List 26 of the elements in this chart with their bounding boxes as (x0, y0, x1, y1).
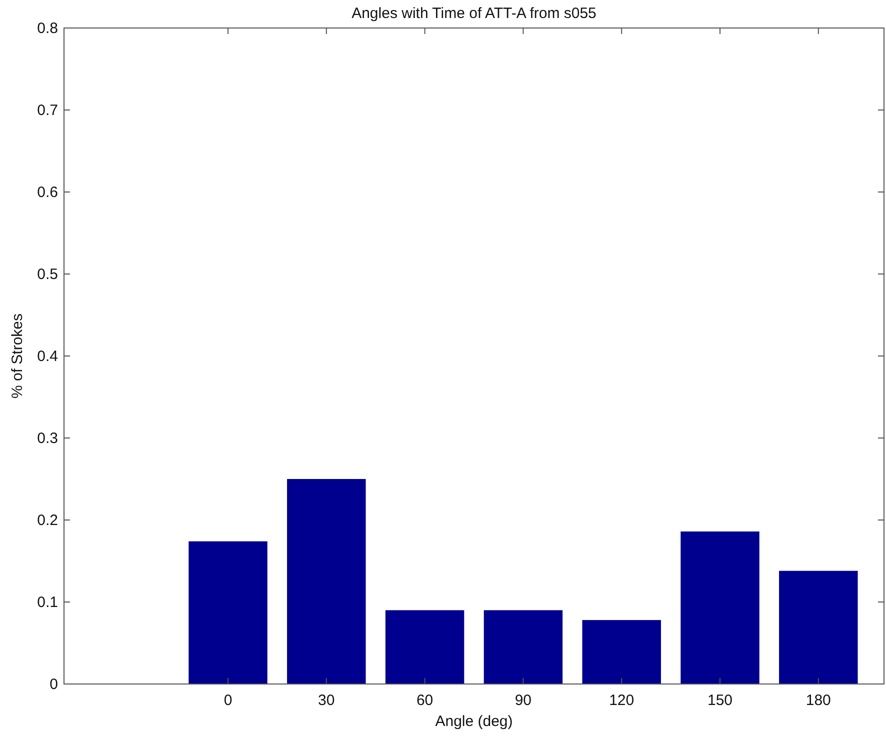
x-tick-label: 180 (806, 692, 831, 709)
bar (779, 570, 858, 684)
x-tick-label: 120 (609, 692, 634, 709)
bar (582, 620, 661, 684)
y-tick-label: 0 (50, 676, 58, 693)
y-tick-label: 0.4 (37, 348, 58, 365)
x-axis-title: Angle (deg) (435, 713, 513, 730)
x-tick-label: 30 (318, 692, 335, 709)
bar (287, 479, 366, 684)
y-tick-label: 0.8 (37, 20, 58, 37)
x-tick-label: 90 (514, 692, 532, 709)
y-axis-title: % of Strokes (9, 313, 26, 399)
chart-title: Angles with Time of ATT-A from s055 (352, 5, 596, 22)
bar (188, 541, 268, 684)
y-tick-label: 0.1 (37, 594, 58, 611)
y-tick-label: 0.3 (37, 430, 58, 447)
x-tick-label: 150 (707, 692, 733, 709)
bar (484, 610, 563, 684)
bar (680, 531, 760, 684)
y-tick-label: 0.2 (37, 512, 58, 529)
y-tick-label: 0.7 (37, 102, 58, 119)
bar (385, 610, 464, 684)
x-tick-label: 60 (416, 692, 434, 709)
x-tick-label: 0 (224, 692, 232, 709)
y-tick-label: 0.5 (37, 266, 58, 283)
y-tick-label: 0.6 (37, 184, 58, 201)
